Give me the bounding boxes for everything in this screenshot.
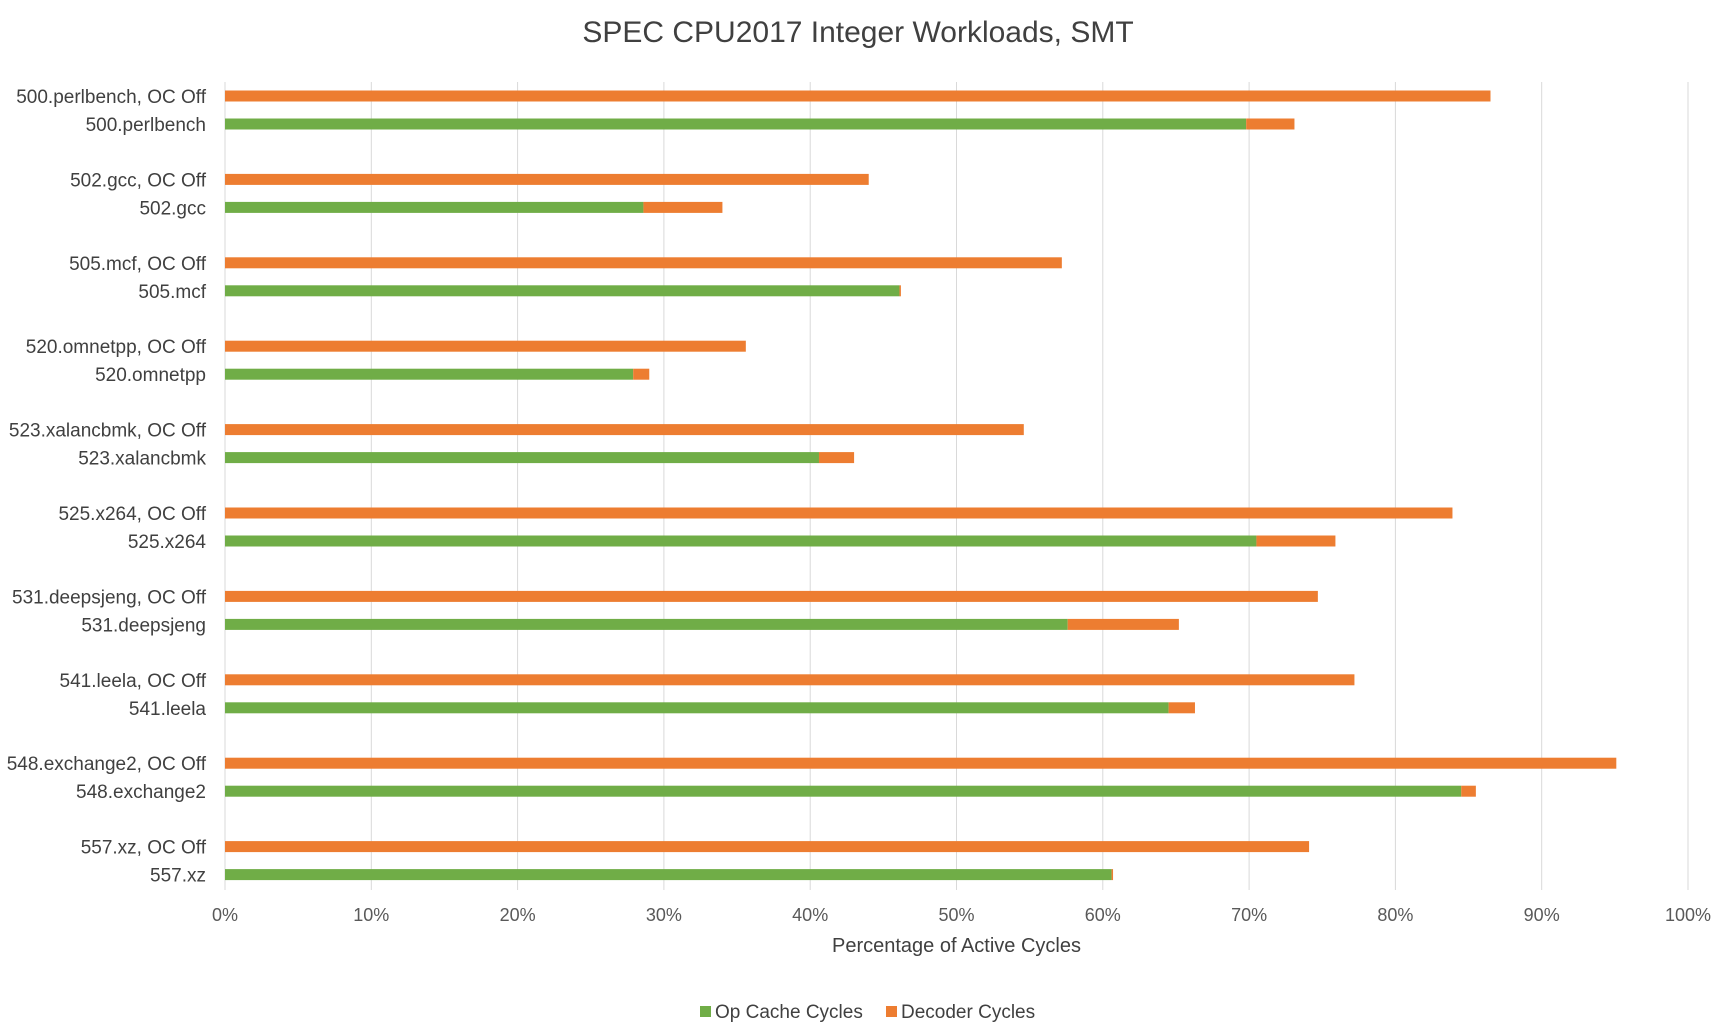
x-tick-label: 40% [792,905,828,925]
bar-segment [1067,618,1179,630]
x-tick-label: 100% [1665,905,1711,925]
x-tick-label: 90% [1524,905,1560,925]
bar-segment [633,368,650,380]
legend-swatch [886,1006,897,1017]
category-label: 548.exchange2 [76,782,206,803]
category-label: 502.gcc, OC Off [70,170,207,191]
bar-segment [225,535,1257,547]
bar-segment [225,507,1453,519]
category-label: 557.xz [150,866,206,887]
bar-segment [225,452,819,464]
category-label: 500.perlbench [86,115,206,136]
bar-segment [225,702,1169,714]
bar-segment [225,257,1062,269]
category-label: 525.x264, OC Off [58,504,206,525]
bar-segment [1168,702,1195,714]
bar-segment [225,841,1310,853]
category-label: 520.omnetpp, OC Off [26,337,207,358]
bar-segment [643,201,723,213]
bar-segment [225,340,746,352]
gridlines [224,82,1689,890]
chart-title: SPEC CPU2017 Integer Workloads, SMT [582,16,1134,49]
category-label: 500.perlbench, OC Off [16,87,206,108]
category-label: 557.xz, OC Off [81,838,207,859]
x-tick-label: 10% [353,905,389,925]
legend: Op Cache Cycles Decoder Cycles [700,1002,1035,1023]
category-label: 520.omnetpp [95,365,206,386]
category-label: 505.mcf [138,282,206,303]
x-tick-labels: 0% 10% 20% 30% 40% 50% 60% 70% 80% 90% 100% [212,905,1711,925]
bar-segment [225,424,1024,436]
bar-segment [225,757,1617,769]
category-label: 531.deepsjeng, OC Off [12,587,207,608]
category-labels: 500.perlbench, OC Off 500.perlbench 502.gc… [7,87,207,887]
legend-label: Decoder Cycles [901,1002,1035,1023]
bar-segment [225,590,1318,602]
bar-segment [225,118,1247,130]
x-tick-label: 60% [1085,905,1121,925]
bar-segment [225,90,1491,102]
bar-segment [225,285,900,297]
category-label: 523.xalancbmk [78,449,206,470]
category-label: 531.deepsjeng [81,615,206,636]
category-label: 505.mcf, OC Off [69,254,207,275]
bar-segment [225,869,1112,881]
x-axis-title: Percentage of Active Cycles [832,935,1081,957]
legend-swatch [700,1006,711,1017]
bar-segment [1256,535,1336,547]
bar-segment [225,785,1462,797]
category-label: 502.gcc [139,198,206,219]
bar-segment [225,368,634,380]
x-tick-label: 0% [212,905,238,925]
bar-segment [225,201,644,213]
category-label: 523.xalancbmk, OC Off [9,421,207,442]
legend-label: Op Cache Cycles [715,1002,863,1023]
bar-segment [899,285,901,297]
bar-segment [818,452,855,464]
category-label: 548.exchange2, OC Off [7,754,207,775]
x-tick-label: 50% [938,905,974,925]
category-label: 541.leela [129,699,207,720]
bar-segment [225,674,1355,686]
bar-segment [1461,785,1476,797]
bar-segment [1111,869,1114,881]
x-tick-label: 70% [1231,905,1267,925]
bars [225,90,1617,881]
bar-segment [225,173,869,185]
x-tick-label: 30% [646,905,682,925]
x-tick-label: 80% [1377,905,1413,925]
x-tick-label: 20% [500,905,536,925]
category-label: 525.x264 [128,532,207,553]
bar-segment [1246,118,1295,130]
bar-segment [225,618,1068,630]
category-label: 541.leela, OC Off [60,671,207,692]
